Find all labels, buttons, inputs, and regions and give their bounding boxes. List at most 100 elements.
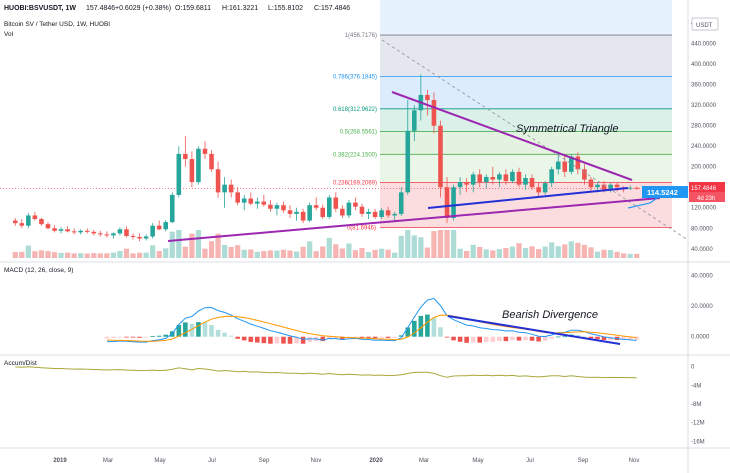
volume-bar-26 — [182, 246, 188, 258]
volume-bar-53 — [359, 248, 365, 258]
candle-body-20 — [143, 236, 149, 239]
macd-histogram-bar-88 — [588, 336, 594, 339]
fib-label-5: 0.236(169.2069) — [333, 181, 377, 187]
macd-histogram-bar-21 — [150, 336, 155, 338]
volume-bar-30 — [208, 241, 215, 258]
volume-bar-62 — [418, 237, 424, 258]
candle-body-59 — [398, 192, 404, 214]
candle-body-77 — [516, 171, 522, 185]
macd-histogram-bar-47 — [320, 336, 326, 342]
candle-body-17 — [124, 229, 129, 236]
price-tick-5: 280.0000 — [691, 124, 717, 130]
candle-body-66 — [444, 187, 450, 218]
macd-histogram-bar-23 — [163, 334, 169, 337]
triangle-upper-trendline — [391, 91, 633, 181]
price-tick-9: 80.0000 — [691, 226, 713, 232]
candle-body-58 — [392, 213, 397, 216]
macd-histogram-bar-84 — [562, 336, 568, 338]
time-tick-7: Mar — [419, 458, 429, 464]
volume-bar-2 — [25, 245, 31, 258]
volume-bar-94 — [627, 253, 633, 258]
fib-zone-5 — [380, 182, 672, 228]
candle-body-18 — [130, 235, 136, 237]
volume-bar-22 — [156, 251, 162, 258]
time-axis[interactable]: 2019 Mar May Jul Sep Nov 2020 Mar May Jul Sep Nov — [53, 458, 639, 464]
volume-bar-59 — [398, 235, 404, 258]
macd-histogram-bar-53 — [359, 336, 365, 338]
macd-histogram-bar-35 — [241, 336, 247, 341]
candle-body-74 — [497, 174, 502, 180]
price-tick-3: 360.0000 — [691, 83, 717, 89]
volume-bar-67 — [450, 230, 457, 258]
macd-indicator — [104, 297, 640, 344]
fibonacci-retracement[interactable]: 1(456.7176) 0.786(376.1845) 0.618(312.9622… — [0, 0, 688, 231]
volume-bar-3 — [32, 251, 38, 258]
candle-body-79 — [529, 178, 535, 188]
candle-body-42 — [287, 210, 293, 214]
last-price: 157.4846 — [86, 5, 115, 12]
volume-bar-69 — [464, 251, 470, 258]
macd-histogram-bar-91 — [608, 336, 613, 340]
candle-body-73 — [490, 176, 496, 180]
macd-histogram-bar-93 — [621, 336, 626, 341]
volume-bar-50 — [339, 248, 345, 258]
fib-label-2: 0.618(312.9622) — [333, 107, 377, 113]
candle-body-61 — [412, 110, 417, 131]
volume-bar-25 — [176, 230, 182, 258]
ohlc-close: C:157.4846 — [314, 5, 350, 12]
accum-dist-axis[interactable]: 0 -4M -8M -12M -16M — [691, 365, 705, 446]
volume-bar-86 — [575, 242, 581, 258]
candle-body-29 — [202, 148, 208, 154]
macd-histogram-bar-74 — [497, 336, 502, 342]
candle-body-14 — [104, 234, 110, 236]
volume-bar-40 — [274, 250, 280, 258]
macd-histogram-bar-40 — [274, 336, 280, 344]
price-tick-8: 120.0000 — [691, 206, 717, 212]
macd-histogram-bar-36 — [248, 336, 254, 342]
candle-body-48 — [326, 197, 332, 217]
volume-bar-95 — [634, 253, 640, 258]
candle-body-41 — [281, 205, 286, 211]
macd-histogram-bar-31 — [215, 329, 221, 337]
macd-histogram-bar-16 — [117, 336, 123, 338]
accum-tick-3: -12M — [691, 421, 705, 427]
volume-bar-35 — [241, 249, 247, 258]
volume-bar-61 — [411, 235, 417, 258]
candle-body-8 — [65, 229, 70, 232]
volume-bar-7 — [58, 252, 64, 258]
candle-body-84 — [562, 161, 568, 172]
candle-body-35 — [241, 198, 247, 203]
macd-histogram-bar-67 — [451, 336, 456, 341]
candle-body-34 — [235, 192, 240, 203]
volume-bar-46 — [313, 251, 319, 258]
macd-histogram-bar-78 — [523, 336, 528, 341]
candle-body-27 — [189, 159, 195, 183]
macd-histogram-bar-69 — [464, 336, 469, 343]
chart-title: Bitcoin SV / Tether USD, 1W, HUOBI — [4, 21, 110, 28]
macd-histogram-bar-73 — [490, 336, 496, 342]
candle-body-94 — [627, 187, 633, 189]
volume-bar-88 — [588, 247, 594, 258]
volume-bar-4 — [38, 250, 45, 258]
currency-button[interactable] — [691, 17, 719, 31]
candle-body-38 — [261, 201, 267, 205]
fib-label-4: 0.382(224.1500) — [333, 152, 377, 158]
macd-histogram-bar-71 — [477, 336, 483, 343]
trend-lines[interactable] — [167, 39, 689, 242]
arrow-line — [627, 195, 661, 209]
volume-bar-73 — [490, 250, 496, 258]
price-axis[interactable]: 480.0000440.0000400.0000360.0000320.0000… — [691, 21, 717, 253]
macd-histogram-bar-62 — [418, 315, 424, 337]
volume-bar-85 — [568, 241, 574, 258]
divergence-annotation: Bearish Divergence — [502, 309, 598, 321]
macd-histogram-bar-22 — [156, 335, 162, 337]
accum-tick-4: -16M — [691, 439, 705, 445]
volume-bar-79 — [529, 246, 535, 258]
macd-histogram-bar-27 — [189, 323, 195, 337]
price-tick-6: 240.0000 — [691, 144, 717, 150]
macd-axis[interactable]: 40.0000 20.0000 0.0000 — [691, 274, 713, 341]
crosshair-price-box — [642, 186, 688, 198]
macd-histogram-bar-87 — [582, 336, 587, 338]
